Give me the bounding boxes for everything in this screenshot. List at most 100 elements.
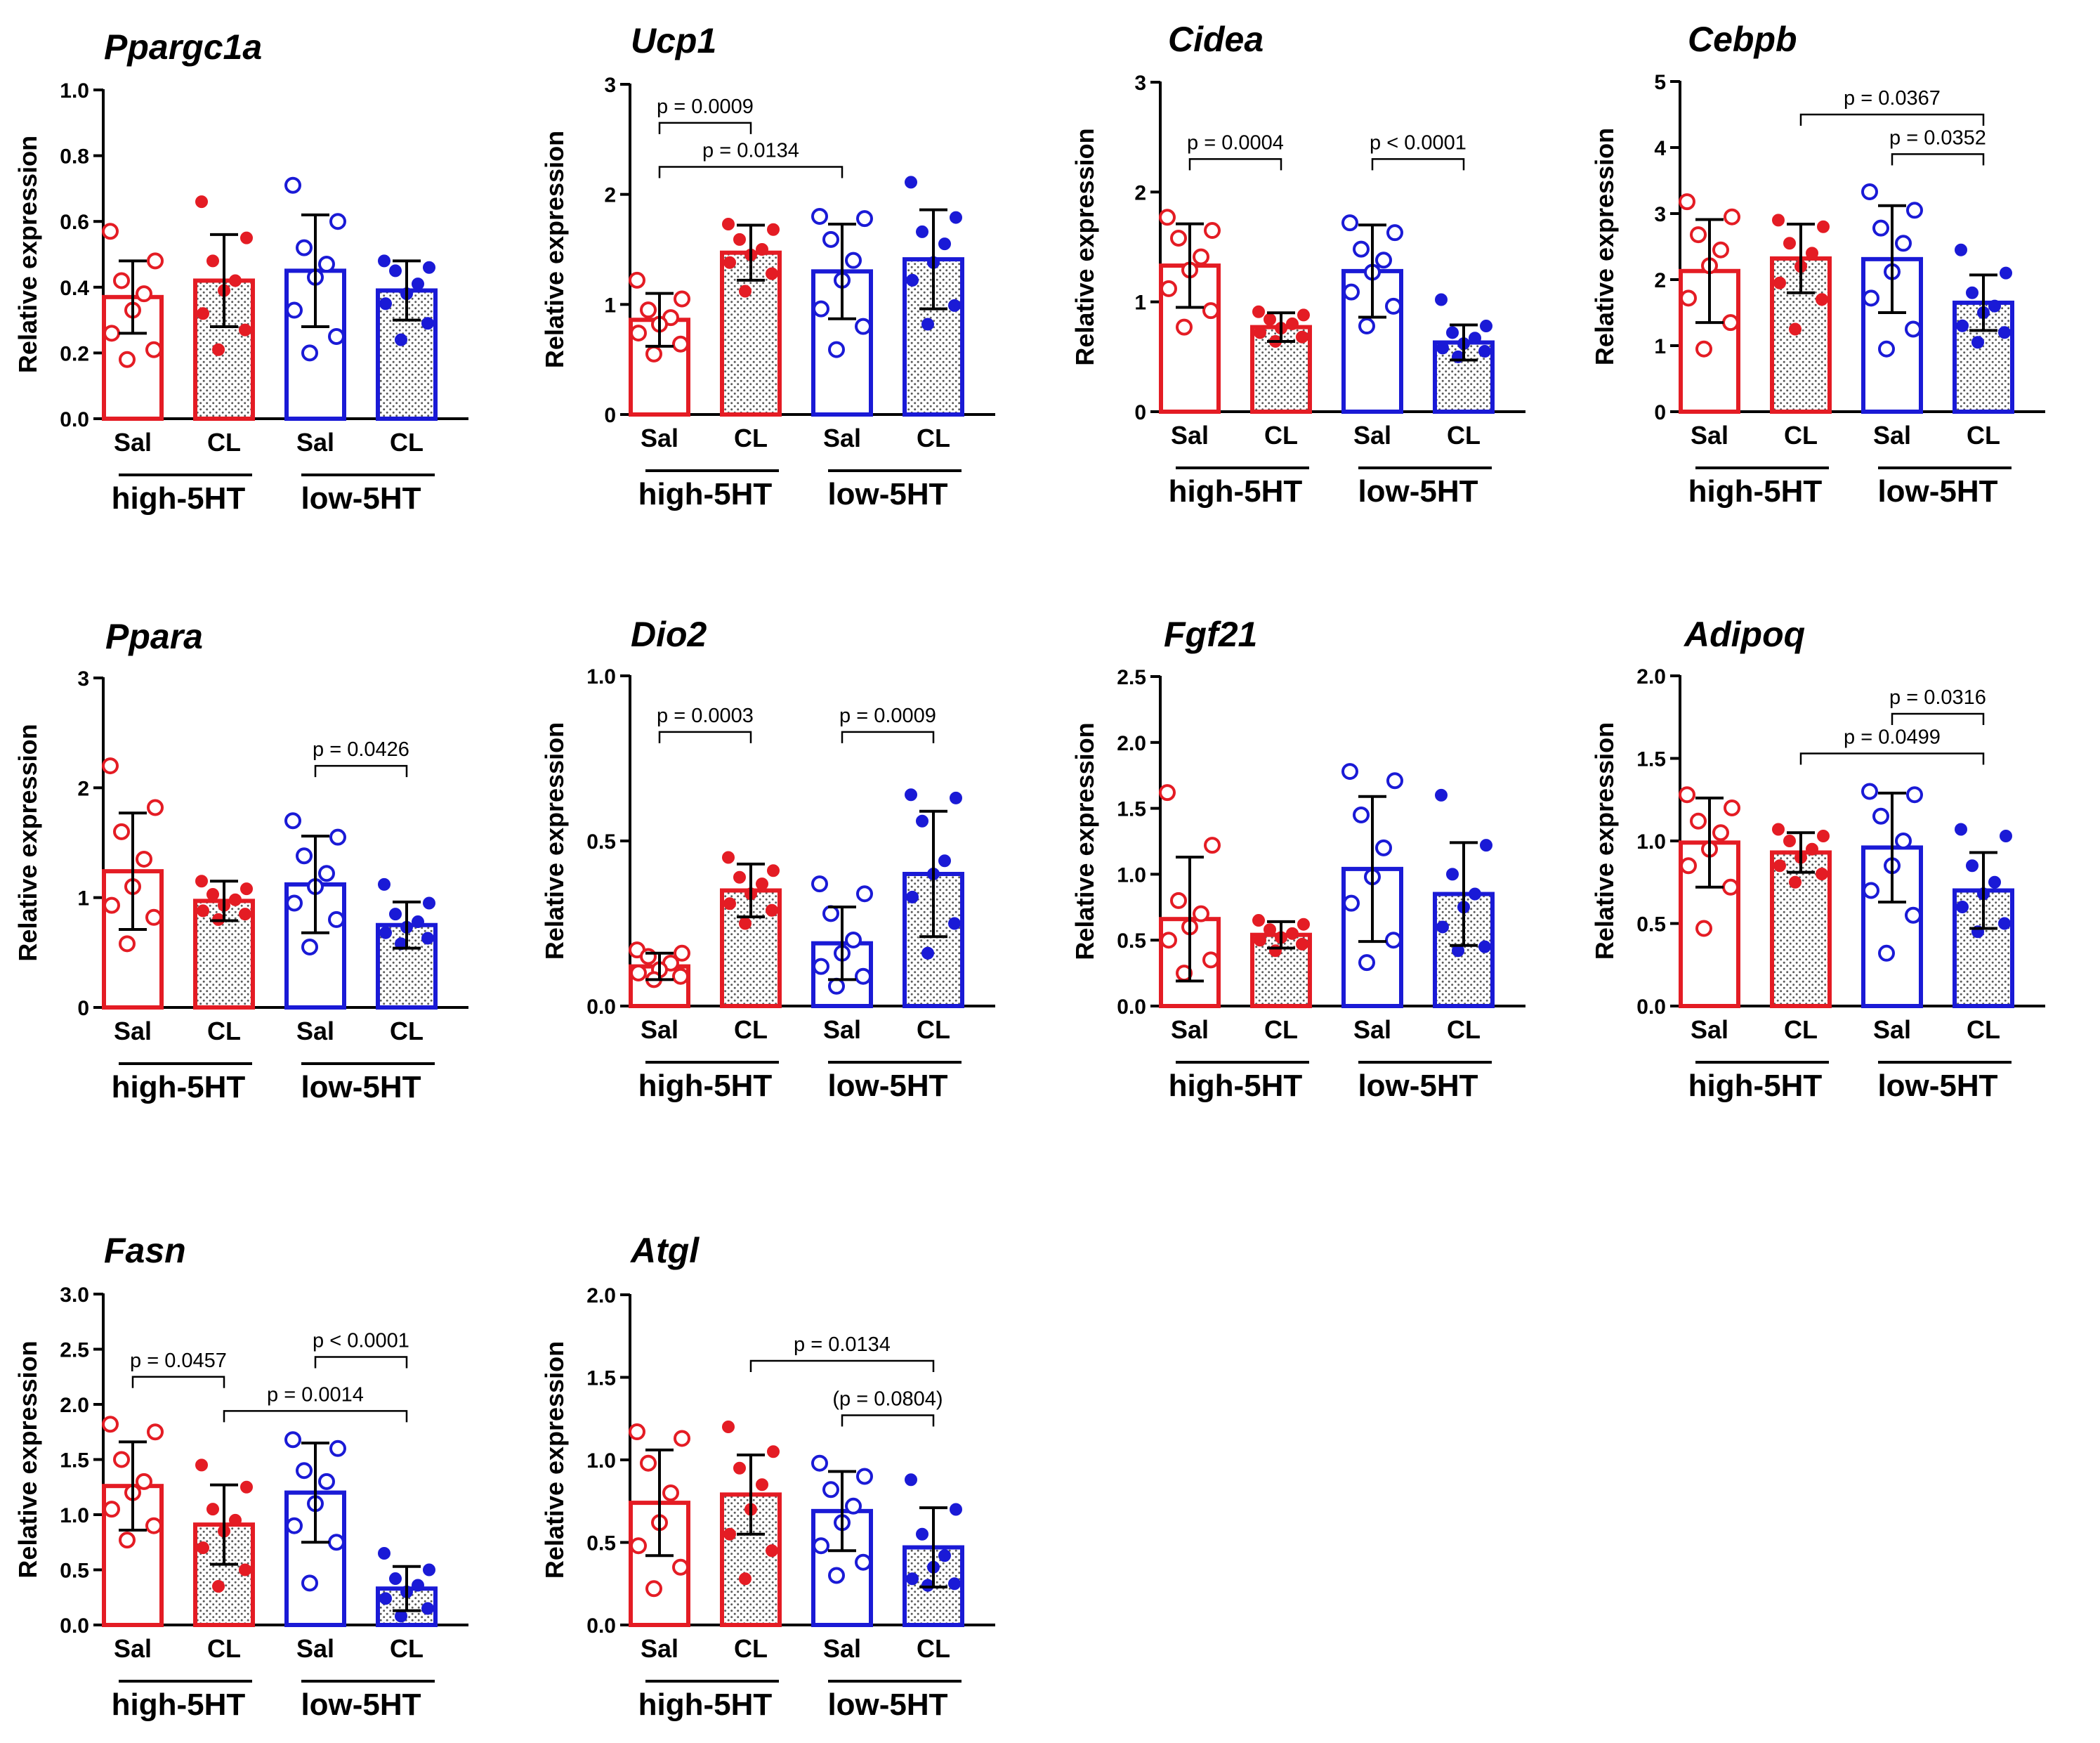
panel-title: Fgf21 — [1164, 615, 1257, 654]
panel-title: Fasn — [104, 1231, 186, 1270]
data-point — [286, 894, 303, 912]
significance-bracket — [314, 764, 408, 778]
group-label: low-5HT — [827, 477, 947, 511]
data-point — [1817, 220, 1830, 233]
category-label: Sal — [1171, 421, 1209, 450]
y-axis-label: Relative expression — [13, 724, 42, 961]
data-point — [856, 885, 873, 903]
p-value-label: (p = 0.0804) — [832, 1388, 943, 1411]
panel-title: Adipoq — [1683, 615, 1805, 654]
data-point — [1695, 920, 1712, 937]
category-label: CL — [390, 1017, 424, 1045]
data-point — [1789, 322, 1802, 336]
data-point — [197, 307, 209, 320]
data-point — [1878, 340, 1895, 358]
data-point — [1872, 807, 1889, 825]
data-point — [103, 325, 120, 342]
data-point — [379, 926, 392, 939]
data-point — [723, 256, 736, 269]
y-tick-label: 1.5 — [1636, 748, 1666, 771]
y-tick-label: 3 — [604, 74, 616, 97]
data-point — [136, 850, 152, 868]
data-point — [856, 1468, 873, 1485]
y-axis-label: Relative expression — [1590, 722, 1619, 960]
significance-bracket — [1891, 712, 1985, 726]
data-point — [645, 1580, 662, 1598]
data-point — [856, 210, 873, 228]
group-label: low-5HT — [1877, 474, 1997, 509]
group-label: low-5HT — [1358, 1069, 1478, 1103]
data-point — [1436, 920, 1449, 934]
data-point — [672, 1558, 689, 1576]
p-value-label: p = 0.0316 — [1889, 686, 1986, 709]
significance-bracket — [131, 1376, 225, 1388]
data-point — [229, 274, 242, 287]
data-point — [1252, 305, 1265, 318]
data-point — [662, 1484, 679, 1501]
data-point — [733, 233, 746, 246]
data-point — [1264, 313, 1276, 326]
y-tick-label: 0.0 — [60, 408, 89, 431]
category-label: CL — [207, 1634, 241, 1663]
data-point — [1170, 229, 1187, 247]
data-point — [145, 908, 162, 926]
data-point — [921, 1579, 934, 1592]
y-tick-label: 5 — [1654, 71, 1666, 94]
data-point — [640, 301, 657, 319]
data-point — [412, 1579, 424, 1592]
category-label: Sal — [114, 1634, 152, 1663]
data-point — [145, 1517, 162, 1534]
category-label: Sal — [641, 424, 678, 452]
data-point — [1878, 944, 1895, 962]
data-point — [1160, 932, 1177, 949]
data-point — [329, 213, 346, 230]
category-label: CL — [207, 1017, 241, 1045]
category-label: Sal — [114, 1017, 152, 1045]
data-point — [921, 946, 934, 960]
data-point — [423, 1563, 435, 1576]
y-tick-label: 2.0 — [1636, 665, 1666, 688]
data-point — [1906, 202, 1923, 219]
data-point — [938, 854, 951, 868]
data-point — [1170, 892, 1187, 909]
data-point — [1386, 224, 1403, 242]
data-point — [1480, 320, 1492, 333]
data-point — [136, 1473, 152, 1490]
y-tick-label: 0.2 — [60, 342, 89, 365]
data-point — [1435, 293, 1448, 306]
data-point — [916, 225, 928, 238]
data-point — [1712, 241, 1729, 259]
data-point — [1905, 906, 1922, 924]
category-label: CL — [734, 1634, 768, 1663]
p-value-label: p = 0.0009 — [657, 96, 754, 118]
data-point — [822, 230, 839, 248]
data-point — [197, 1541, 209, 1555]
category-label: CL — [390, 428, 424, 457]
category-label: Sal — [823, 1634, 861, 1663]
data-point — [1773, 276, 1786, 289]
y-tick-label: 4 — [1654, 137, 1666, 160]
y-tick-label: 0.5 — [1117, 929, 1146, 953]
p-value-label: p = 0.0134 — [794, 1333, 891, 1356]
data-point — [640, 948, 657, 965]
data-point — [630, 1537, 647, 1555]
data-point — [1988, 875, 2001, 889]
data-point — [212, 1580, 225, 1593]
p-value-label: p = 0.0014 — [267, 1383, 364, 1406]
category-label: Sal — [823, 1015, 861, 1044]
data-point — [195, 195, 208, 209]
group-label: high-5HT — [1169, 474, 1303, 509]
category-label: CL — [917, 1015, 950, 1044]
group-label: high-5HT — [1169, 1069, 1303, 1103]
panel-title: Cidea — [1168, 20, 1264, 59]
y-tick-label: 1 — [77, 887, 89, 910]
data-point — [1817, 829, 1830, 842]
data-point — [1895, 235, 1912, 252]
bar — [102, 1484, 164, 1627]
data-point — [229, 893, 242, 906]
data-point — [1956, 319, 1969, 332]
data-point — [197, 904, 209, 918]
p-value-label: p = 0.0352 — [1889, 126, 1986, 149]
panel-atgl: Atgl Relative expression 0.0 0.5 1.0 1.5 2.0 Sa… — [540, 1231, 995, 1722]
category-label: CL — [1447, 421, 1481, 450]
